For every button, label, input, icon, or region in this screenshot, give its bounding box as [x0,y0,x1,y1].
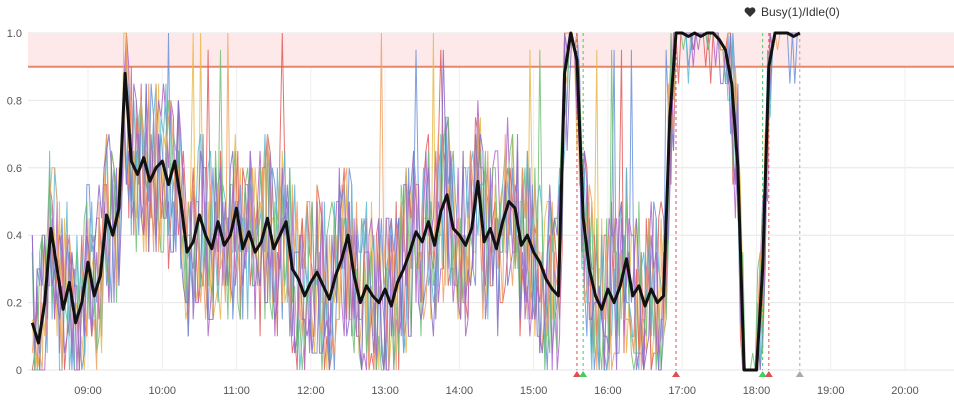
threshold-band [28,33,954,68]
x-tick-label-3: 12:00 [297,385,325,397]
x-tick-label-10: 19:00 [817,385,845,397]
y-tick-label-3: 0.6 [7,163,22,175]
x-tick-label-7: 16:00 [594,385,622,397]
y-tick-label-2: 0.4 [7,230,22,242]
x-tick-label-11: 20:00 [891,385,919,397]
y-tick-label-0: 0 [16,365,22,377]
event-marker-triangle-1 [579,371,588,377]
event-marker-triangle-2 [671,371,680,377]
x-tick-label-5: 14:00 [446,385,474,397]
y-tick-label-4: 0.8 [7,95,22,107]
background-series-line-5 [31,32,800,371]
y-axis-ticks: 0 0.2 0.4 0.6 0.8 1.0 [7,28,22,377]
x-tick-label-8: 17:00 [668,385,696,397]
threshold-band-rect [28,33,954,67]
x-tick-label-9: 18:00 [743,385,771,397]
event-marker-triangle-5 [795,371,804,377]
chart-legend[interactable]: Busy(1)/Idle(0) [744,3,840,21]
x-axis-ticks: 09:00 10:00 11:00 12:00 13:00 14:00 15:00 16:00… [74,385,919,397]
x-tick-label-4: 13:00 [371,385,399,397]
y-tick-label-5: 1.0 [7,28,22,40]
busy-idle-series [30,31,801,372]
legend-label-busy-idle: Busy(1)/Idle(0) [761,5,840,19]
x-tick-label-6: 15:00 [520,385,548,397]
x-tick-label-0: 09:00 [74,385,102,397]
x-tick-label-2: 11:00 [223,385,250,397]
event-marker-triangle-0 [572,371,581,377]
x-tick-label-1: 10:00 [149,385,177,397]
y-tick-label-1: 0.2 [7,298,22,310]
event-marker-triangle-4 [764,371,773,377]
event-marker-triangle-3 [758,371,767,377]
heart-icon [744,7,756,17]
background-series-line-7 [31,32,800,371]
background-series-group [31,32,800,371]
